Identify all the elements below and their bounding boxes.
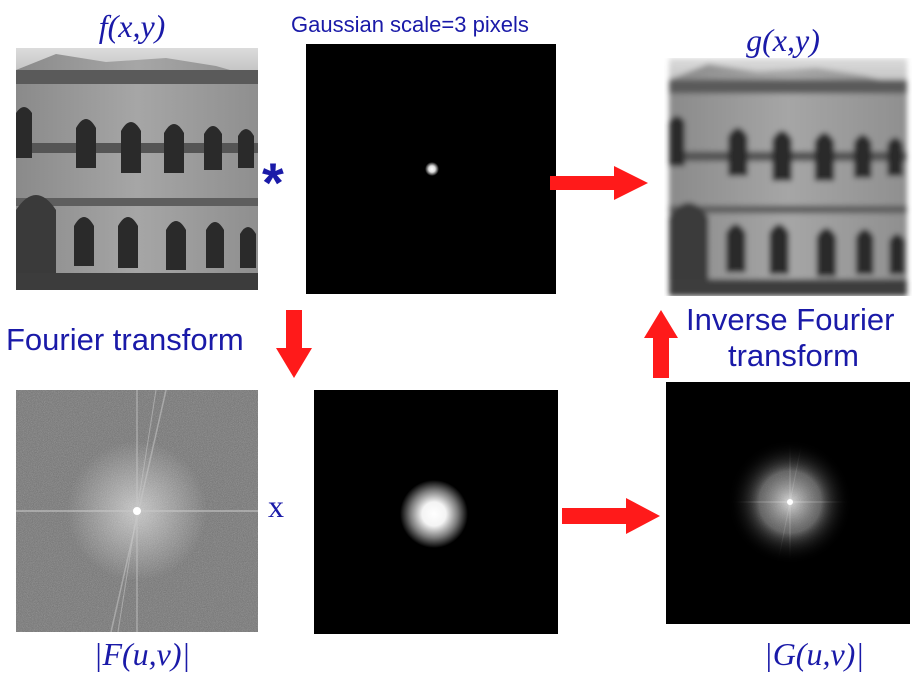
arrow-down bbox=[276, 310, 312, 378]
arrow-right-bottom bbox=[562, 498, 662, 534]
multiply-symbol: x bbox=[268, 488, 284, 524]
fourier-spectrum-output bbox=[666, 382, 910, 624]
convolution-symbol: * bbox=[262, 151, 284, 214]
label-inverse-fourier-line2: transform bbox=[728, 338, 859, 373]
arrow-up bbox=[644, 310, 678, 378]
arrow-right-top bbox=[550, 166, 650, 200]
gaussian-kernel-spatial bbox=[306, 44, 556, 294]
label-fourier-transform: Fourier transform bbox=[6, 322, 244, 357]
label-inverse-fourier-line1: Inverse Fourier bbox=[686, 302, 895, 337]
gaussian-kernel-frequency bbox=[314, 390, 558, 634]
label-gaussian-scale: Gaussian scale=3 pixels bbox=[291, 12, 529, 37]
output-image-blurred bbox=[664, 58, 912, 296]
label-f-xy: f(x,y) bbox=[98, 8, 166, 44]
input-image-building bbox=[16, 48, 258, 290]
label-g-xy: g(x,y) bbox=[746, 22, 820, 58]
label-F-uv: |F(u,v)| bbox=[93, 636, 191, 672]
fourier-spectrum-input bbox=[16, 390, 258, 632]
label-G-uv: |G(u,v)| bbox=[763, 636, 865, 672]
